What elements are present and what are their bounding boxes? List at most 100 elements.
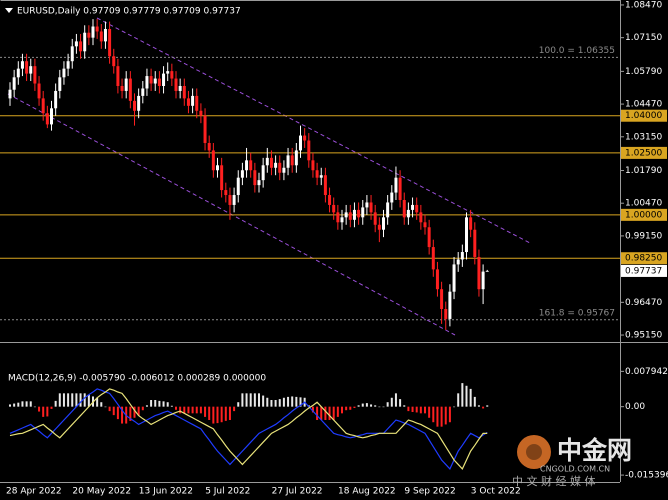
candle-body	[328, 195, 332, 205]
candle-body	[137, 95, 141, 111]
candle-body	[174, 78, 178, 91]
candle-body	[99, 31, 103, 42]
candle-body	[166, 71, 170, 74]
candle-body	[261, 165, 265, 181]
histogram-bar	[432, 406, 435, 423]
candle-body	[141, 88, 145, 96]
x-tick-label: 28 Apr 2022	[6, 487, 62, 497]
histogram-bar	[324, 406, 327, 420]
histogram-bar	[249, 393, 252, 407]
histogram-bar	[67, 393, 70, 407]
histogram-bar	[204, 406, 207, 417]
candle-body	[79, 41, 83, 52]
level-label: 1.04000	[625, 111, 662, 121]
y-tick-label: 0.96470	[625, 298, 662, 308]
histogram-bar	[137, 406, 140, 416]
histogram-bar	[21, 401, 24, 407]
candle-body	[50, 108, 53, 125]
histogram-bar	[96, 397, 99, 407]
histogram-bar	[361, 403, 364, 407]
histogram-bar	[87, 394, 90, 407]
candle-body	[386, 202, 390, 218]
histogram-bar	[357, 405, 360, 407]
candle-body	[361, 207, 365, 218]
histogram-bar	[473, 396, 476, 407]
candle-body	[149, 76, 153, 84]
histogram-bar	[341, 406, 343, 414]
histogram-bar	[390, 397, 393, 407]
candle-body	[170, 71, 174, 79]
indicator-line	[9, 388, 488, 470]
candle-body	[415, 204, 419, 213]
y-tick-label: 0.95150	[625, 331, 662, 341]
histogram-bar	[332, 406, 335, 420]
candle-body	[70, 46, 74, 62]
histogram-bar	[365, 403, 368, 407]
y-tick-label: 1.04470	[625, 100, 662, 110]
candle-body	[207, 142, 211, 151]
candle-body	[419, 212, 423, 223]
histogram-bar	[166, 402, 169, 407]
candle-body	[191, 95, 195, 106]
candle-body	[120, 85, 124, 91]
histogram-bar	[38, 406, 41, 412]
histogram-bar	[42, 406, 45, 417]
candle-body	[348, 212, 352, 220]
candle-body	[344, 212, 348, 218]
candle-body	[307, 140, 311, 161]
candle-body	[245, 160, 249, 171]
histogram-bar	[336, 406, 339, 417]
histogram-bar	[54, 400, 57, 407]
histogram-bar	[183, 406, 186, 414]
histogram-bar	[33, 406, 36, 408]
logo-icon	[517, 435, 551, 469]
histogram-bar	[71, 393, 74, 407]
candle-body	[133, 100, 136, 111]
histogram-bar	[448, 406, 451, 423]
candle-body	[303, 135, 307, 141]
histogram-bar	[282, 397, 285, 407]
candle-body	[178, 85, 182, 91]
histogram-bar	[465, 385, 468, 407]
histogram-bar	[394, 393, 397, 407]
histogram-bar	[104, 406, 107, 408]
candle-body	[12, 77, 16, 90]
histogram-bar	[158, 400, 161, 407]
histogram-bar	[62, 393, 65, 407]
histogram-bar	[145, 405, 148, 407]
level-tag	[621, 109, 667, 122]
histogram-bar	[108, 406, 111, 412]
candle-body	[406, 209, 410, 218]
histogram-bar	[349, 406, 352, 410]
histogram-bar	[220, 406, 223, 423]
histogram-bar	[9, 404, 11, 407]
candle-body	[128, 78, 132, 101]
candle-body	[62, 68, 66, 78]
x-tick-label: 13 Jun 2022	[139, 487, 193, 497]
x-tick-label: 27 Jul 2022	[272, 487, 323, 497]
histogram-bar	[224, 406, 227, 421]
candle-body	[427, 227, 431, 248]
candle-body	[411, 204, 415, 210]
channel-line	[96, 17, 531, 244]
histogram-bar	[428, 406, 431, 418]
fibo-label: 161.8 = 0.95767	[539, 308, 615, 318]
level-tag	[621, 208, 667, 221]
candle-body	[311, 160, 315, 171]
histogram-bar	[29, 401, 32, 407]
level-label: 1.00000	[625, 210, 662, 220]
candle-body	[315, 170, 319, 178]
candle-body	[33, 66, 37, 84]
histogram-bar	[129, 406, 132, 421]
y-tick-label: -0.015396	[625, 471, 668, 481]
candle-body	[332, 204, 336, 213]
candle-body	[444, 309, 448, 319]
candle-body	[435, 269, 439, 290]
candle-body	[25, 61, 29, 74]
histogram-bar	[436, 406, 439, 427]
candle-body	[54, 90, 58, 109]
candle-body	[299, 135, 302, 151]
histogram-bar	[444, 406, 447, 425]
candle-body	[20, 61, 24, 69]
histogram-bar	[13, 403, 16, 407]
